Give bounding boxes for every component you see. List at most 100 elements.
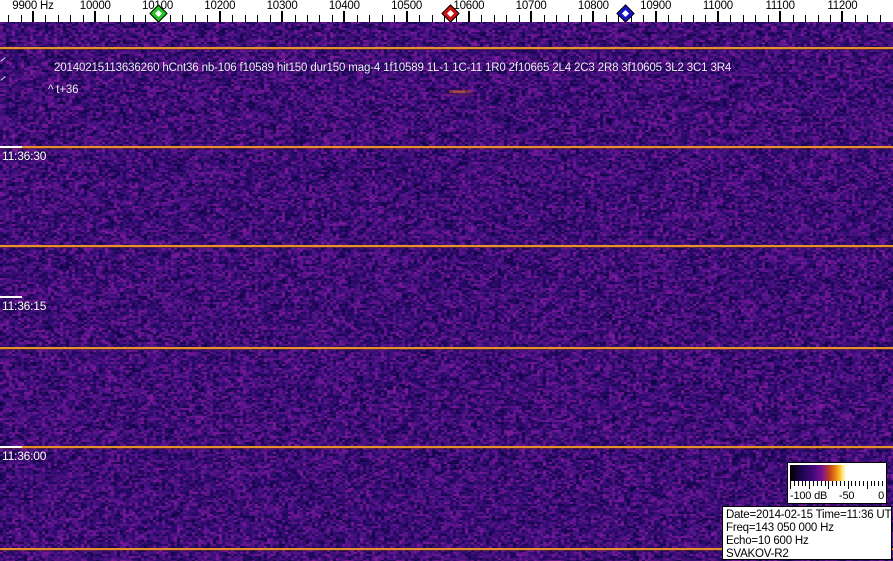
freq-axis-label: 11100 (766, 0, 795, 12)
freq-major-tick (530, 11, 532, 22)
freq-axis-label: 10400 (329, 0, 360, 12)
freq-minor-tick (730, 15, 731, 22)
legend-tick (867, 481, 868, 489)
info-line-echo: Echo=10 600 Hz (726, 535, 891, 548)
freq-minor-tick (755, 15, 756, 22)
freq-minor-tick (307, 15, 308, 22)
freq-minor-tick (668, 15, 669, 22)
freq-minor-tick (332, 15, 333, 22)
time-gridline (0, 47, 893, 49)
marker-green-diamond-icon (149, 4, 167, 22)
legend-tick (840, 481, 841, 486)
freq-axis-label: 9900 Hz (12, 0, 53, 12)
freq-minor-tick (145, 15, 146, 22)
freq-minor-tick (643, 15, 644, 22)
detection-annotation: 20140215113636260 hCnt36 nb-106 f10589 h… (54, 62, 731, 74)
legend-tick (802, 481, 803, 486)
freq-minor-tick (880, 15, 881, 22)
freq-major-tick (468, 11, 470, 22)
freq-minor-tick (21, 15, 22, 22)
legend-tick (809, 481, 810, 489)
spectrogram-canvas (0, 22, 893, 561)
legend-tick (790, 481, 791, 489)
freq-minor-tick (805, 15, 806, 22)
freq-minor-tick (245, 15, 246, 22)
time-gridline (0, 446, 893, 448)
marker-blue-center-dot (621, 10, 628, 17)
time-gridline (0, 347, 893, 349)
freq-minor-tick (681, 15, 682, 22)
time-label: 11:36:30 (2, 149, 46, 163)
freq-minor-tick (319, 15, 320, 22)
legend-tick (813, 481, 814, 486)
freq-axis-label: 10000 (80, 0, 111, 12)
freq-minor-tick (133, 15, 134, 22)
info-line-freq: Freq=143 050 000 Hz (726, 522, 891, 535)
freq-minor-tick (768, 15, 769, 22)
freq-minor-tick (295, 15, 296, 22)
legend-tick (798, 481, 799, 486)
time-tick (0, 446, 22, 448)
legend-tick (828, 481, 829, 489)
frequency-axis: 9900 Hz100001010010200103001040010500106… (0, 0, 893, 22)
legend-tick (794, 481, 795, 486)
legend-ruler (790, 481, 884, 490)
legend-label-max: 0 (878, 490, 884, 502)
legend-tick (851, 481, 852, 486)
freq-minor-tick (693, 15, 694, 22)
marker-red-diamond-icon (441, 4, 459, 22)
freq-major-tick (94, 11, 96, 22)
freq-minor-tick (830, 15, 831, 22)
legend-tick (855, 481, 856, 486)
freq-axis-label: 11000 (703, 0, 733, 12)
time-label: 11:36:00 (2, 449, 46, 463)
freq-major-tick (779, 11, 781, 22)
freq-minor-tick (257, 15, 258, 22)
freq-axis-label: 11200 (827, 0, 857, 12)
freq-minor-tick (705, 15, 706, 22)
freq-minor-tick (232, 15, 233, 22)
time-gridline (0, 146, 893, 148)
freq-minor-tick (270, 15, 271, 22)
marker-green[interactable] (150, 5, 166, 21)
freq-major-tick (406, 11, 408, 22)
color-scale-legend: -100 dB -50 0 (787, 462, 887, 504)
freq-minor-tick (855, 15, 856, 22)
freq-major-tick (343, 11, 345, 22)
freq-minor-tick (207, 15, 208, 22)
legend-label-min: -100 dB (790, 490, 827, 502)
freq-minor-tick (867, 15, 868, 22)
legend-label-mid: -50 (839, 490, 854, 502)
time-offset-annotation: ^ t+36 (48, 84, 78, 96)
freq-minor-tick (544, 15, 545, 22)
freq-major-tick (592, 11, 594, 22)
spectrogram-window: 9900 Hz100001010010200103001040010500106… (0, 0, 893, 561)
legend-tick (821, 481, 822, 486)
freq-minor-tick (793, 15, 794, 22)
freq-minor-tick (58, 15, 59, 22)
freq-minor-tick (108, 15, 109, 22)
freq-minor-tick (357, 15, 358, 22)
freq-minor-tick (83, 15, 84, 22)
freq-axis-label: 10300 (267, 0, 298, 12)
freq-minor-tick (481, 15, 482, 22)
legend-tick (805, 481, 806, 486)
freq-minor-tick (195, 15, 196, 22)
legend-tick (848, 481, 849, 489)
marker-red[interactable] (442, 5, 458, 21)
freq-minor-tick (432, 15, 433, 22)
freq-minor-tick (818, 15, 819, 22)
legend-tick (832, 481, 833, 486)
freq-major-tick (841, 11, 843, 22)
freq-minor-tick (419, 15, 420, 22)
legend-tick (844, 481, 845, 486)
freq-minor-tick (494, 15, 495, 22)
freq-minor-tick (8, 15, 9, 22)
legend-tick (836, 481, 837, 486)
freq-axis-label: 10700 (516, 0, 547, 12)
marker-blue[interactable] (617, 5, 633, 21)
legend-tick (863, 481, 864, 486)
marker-blue-diamond-icon (616, 4, 634, 22)
legend-tick (825, 481, 826, 486)
legend-tick (859, 481, 860, 486)
